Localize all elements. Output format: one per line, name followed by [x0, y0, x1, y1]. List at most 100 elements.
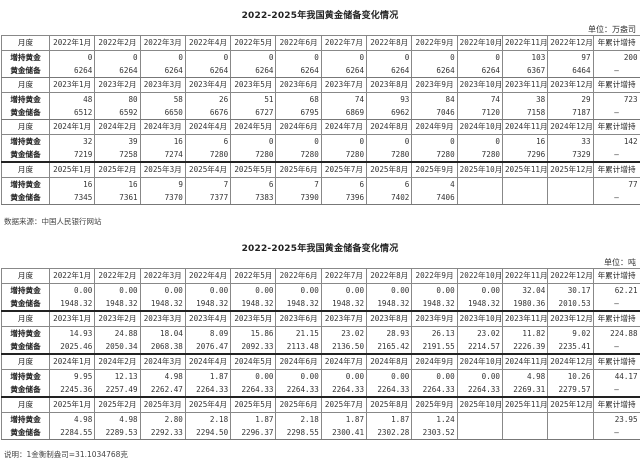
month-header: 2022年6月	[275, 35, 322, 51]
increase-label: 增持黄金	[1, 92, 50, 106]
reserve-value: 1948.32	[139, 297, 186, 312]
increase-value: 26.13	[411, 326, 458, 340]
increase-value: 0.00	[456, 369, 503, 383]
month-header-label: 月度	[1, 268, 50, 284]
data-source-note: 数据来源：中国人民银行网站	[4, 217, 102, 226]
reserve-value: 2296.37	[230, 426, 277, 440]
reserve-label: 黄金储备	[1, 297, 50, 312]
month-header: 2025年1月	[48, 161, 96, 178]
month-header: 2023年6月	[275, 77, 322, 93]
month-header: 2022年9月	[411, 268, 458, 284]
annual-total-dash: —	[592, 297, 640, 312]
month-header: 2024年3月	[139, 353, 186, 370]
increase-row: 增持黄金 9.95 12.13 4.98 1.87 0.00 0.00 0.00 0.00 0.0…	[1, 369, 640, 383]
month-header: 2022年5月	[230, 35, 277, 51]
increase-value: 68	[275, 92, 322, 106]
increase-value: 4.98	[94, 412, 141, 426]
increase-value: 9.95	[48, 369, 96, 383]
month-header: 2023年2月	[94, 310, 141, 327]
increase-label: 增持黄金	[1, 177, 50, 191]
annual-total-value: 200	[592, 50, 640, 64]
increase-value: 0.00	[184, 283, 232, 297]
annual-total-dash: —	[592, 426, 640, 440]
reserve-value: 7280	[366, 148, 413, 163]
reserve-value	[547, 191, 594, 205]
month-header: 2024年11月	[501, 119, 549, 135]
reserve-value: 2076.47	[184, 340, 232, 355]
reserve-value: 2264.33	[230, 383, 277, 398]
increase-row: 增持黄金 0.00 0.00 0.00 0.00 0.00 0.00 0.00 0.00 0.00…	[1, 283, 640, 297]
month-header: 2023年4月	[184, 77, 232, 93]
reserve-label: 黄金储备	[1, 148, 50, 163]
increase-value: 23.02	[320, 326, 368, 340]
reserve-value: 7402	[366, 191, 413, 205]
reserve-value: 7280	[456, 148, 503, 163]
month-header: 2025年12月	[547, 396, 594, 413]
annual-total-dash: —	[592, 340, 640, 355]
reserve-value: 2300.41	[320, 426, 368, 440]
increase-value: 12.13	[94, 369, 141, 383]
month-header-label: 月度	[1, 119, 50, 135]
header-row: 月度 2024年1月 2024年2月 2024年3月 2024年4月 2024年5月 202…	[1, 119, 640, 135]
increase-value: 16	[501, 134, 549, 148]
annual-total-dash: —	[592, 106, 640, 120]
reserve-value: 1948.32	[48, 297, 96, 312]
month-header: 2022年7月	[320, 35, 368, 51]
table2-unit: 单位：吨	[604, 258, 636, 267]
month-header: 2025年7月	[320, 396, 368, 413]
increase-value: 15.86	[230, 326, 277, 340]
month-header: 2022年4月	[184, 268, 232, 284]
month-header: 2024年1月	[48, 119, 96, 135]
reserve-value: 2264.33	[275, 383, 322, 398]
increase-value: 8.09	[184, 326, 232, 340]
month-header: 2024年5月	[230, 119, 277, 135]
increase-value: 16	[48, 177, 96, 191]
month-header: 2025年2月	[94, 396, 141, 413]
month-header: 2022年3月	[139, 35, 186, 51]
increase-value: 0	[275, 50, 322, 64]
conversion-note: 说明：1金衡制盎司=31.1034768克	[4, 450, 128, 459]
reserve-label: 黄金储备	[1, 426, 50, 440]
reserve-value: 7296	[501, 148, 549, 163]
month-header: 2024年2月	[94, 119, 141, 135]
month-header: 2025年5月	[230, 396, 277, 413]
month-header: 2023年6月	[275, 310, 322, 327]
reserve-value: 7258	[94, 148, 141, 163]
annual-total-value: 723	[592, 92, 640, 106]
month-header: 2025年8月	[366, 396, 413, 413]
reserve-value: 2092.33	[230, 340, 277, 355]
increase-row: 增持黄金 14.93 24.88 18.04 8.09 15.86 21.15 23.02 28…	[1, 326, 640, 340]
reserve-value: 7361	[94, 191, 141, 205]
annual-total-header: 年累计增持	[592, 161, 640, 178]
reserve-value: 6264	[184, 64, 232, 78]
increase-value: 58	[139, 92, 186, 106]
increase-value: 16	[139, 134, 186, 148]
reserve-value: 6264	[366, 64, 413, 78]
increase-value: 0	[94, 50, 141, 64]
increase-value: 7	[275, 177, 322, 191]
reserve-value: 7120	[456, 106, 503, 120]
reserve-value: 7280	[411, 148, 458, 163]
increase-label: 增持黄金	[1, 283, 50, 297]
reserve-value: 1948.32	[230, 297, 277, 312]
increase-value: 1.87	[366, 412, 413, 426]
increase-value: 2.18	[184, 412, 232, 426]
reserve-value	[456, 426, 503, 440]
increase-value: 0.00	[275, 369, 322, 383]
month-header: 2024年9月	[411, 119, 458, 135]
increase-value: 0.00	[139, 283, 186, 297]
increase-value: 51	[230, 92, 277, 106]
increase-value: 0	[320, 134, 368, 148]
increase-row: 增持黄金 0 0 0 0 0 0 0 0 0 0 103 97 200	[1, 50, 640, 64]
month-header: 2025年12月	[547, 161, 594, 178]
increase-value: 24.88	[94, 326, 141, 340]
reserve-value: 2302.28	[366, 426, 413, 440]
increase-value: 38	[501, 92, 549, 106]
reserve-value: 2257.49	[94, 383, 141, 398]
reserve-value: 2165.42	[366, 340, 413, 355]
reserve-row: 黄金储备 2245.36 2257.49 2262.47 2264.33 2264.33 2…	[1, 383, 640, 398]
reserve-value: 6464	[547, 64, 594, 78]
increase-value: 6	[320, 177, 368, 191]
month-header: 2025年9月	[411, 161, 458, 178]
month-header-label: 月度	[1, 396, 50, 413]
